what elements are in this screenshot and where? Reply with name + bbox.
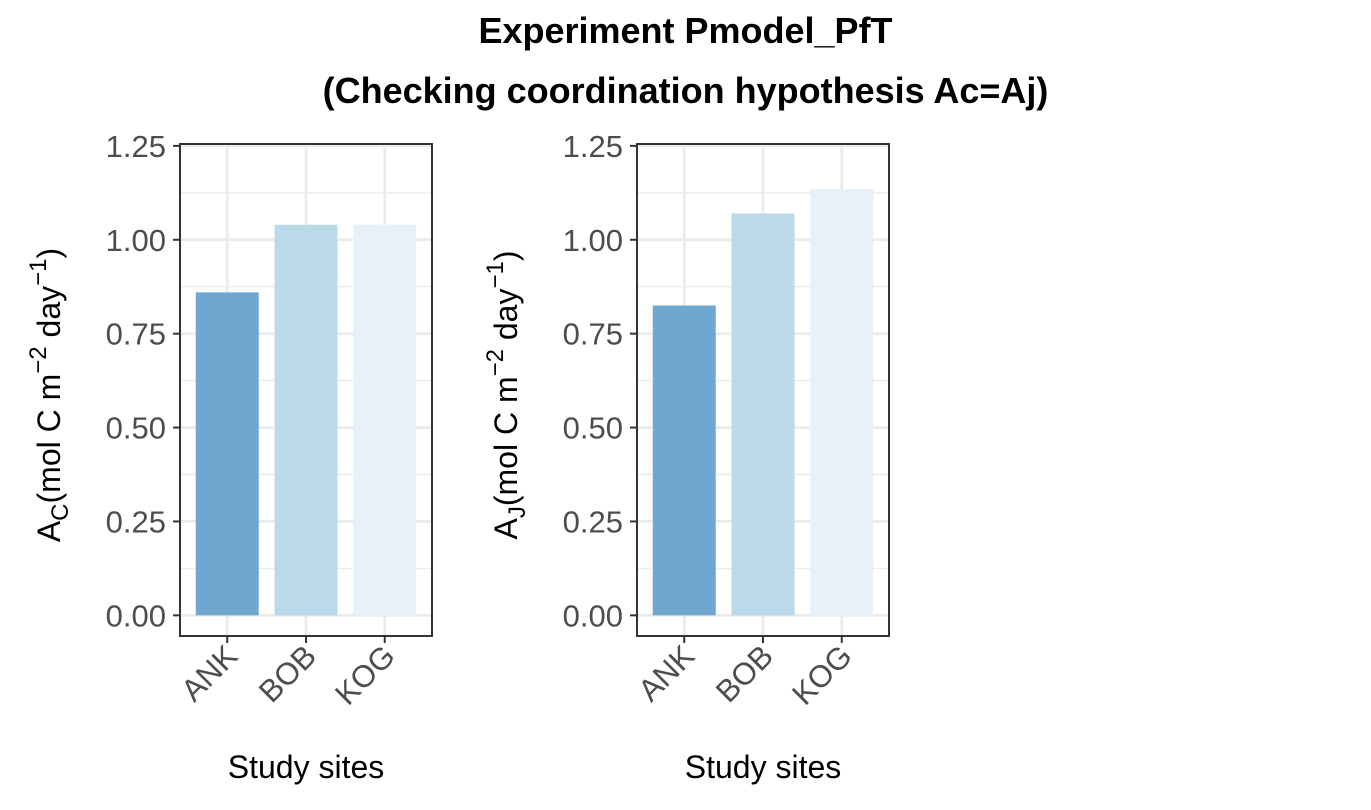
- y-title-main: A: [31, 520, 67, 542]
- y-axis-title: AJ(mol C m−2 day−1): [482, 251, 531, 540]
- y-tick-label: 1.25: [563, 129, 623, 164]
- y-title-subscript: J: [504, 506, 531, 518]
- y-tick-label: 1.00: [106, 223, 166, 258]
- y-tick-label: 1.25: [106, 129, 166, 164]
- y-title-exponent: −1: [482, 261, 509, 288]
- y-tick-label: 0.00: [563, 598, 623, 633]
- y-title-subscript: C: [47, 503, 74, 520]
- chart-title: Experiment Pmodel_PfT: [478, 10, 893, 51]
- y-title-exponent: −2: [482, 349, 509, 376]
- y-title-exponent: −1: [25, 258, 52, 285]
- bar-ank: [652, 305, 716, 616]
- bar-bob: [274, 224, 338, 616]
- y-tick-label: 0.50: [106, 411, 166, 446]
- y-tick-label: 0.00: [106, 598, 166, 633]
- x-tick-label: ANK: [174, 638, 244, 708]
- y-tick-label: 0.75: [106, 317, 166, 352]
- y-title-unit-day: day: [31, 286, 67, 346]
- y-title-exponent: −2: [25, 346, 52, 373]
- y-title-unit: (mol C m: [488, 376, 524, 506]
- y-tick-label: 1.00: [563, 223, 623, 258]
- bar-kog: [810, 189, 874, 616]
- y-tick-label: 0.25: [106, 504, 166, 539]
- chart-subtitle: (Checking coordination hypothesis Ac=Aj): [322, 70, 1049, 111]
- x-tick-label: BOB: [709, 638, 780, 709]
- x-tick-label: KOG: [328, 638, 401, 711]
- y-title-unit: (mol C m: [31, 374, 67, 504]
- y-tick-label: 0.25: [563, 504, 623, 539]
- x-axis-title: Study sites: [228, 749, 385, 785]
- y-title-close: ): [31, 248, 67, 259]
- y-tick-label: 0.50: [563, 411, 623, 446]
- y-title-main: A: [488, 518, 524, 540]
- x-tick-label: BOB: [252, 638, 323, 709]
- y-title-unit-day: day: [488, 289, 524, 349]
- bar-bob: [731, 213, 795, 616]
- x-tick-label: KOG: [785, 638, 858, 711]
- bar-ank: [195, 292, 259, 616]
- y-tick-label: 0.75: [563, 317, 623, 352]
- y-axis-title: AC(mol C m−2 day−1): [25, 248, 74, 542]
- bar-kog: [353, 224, 417, 616]
- x-axis-title: Study sites: [685, 749, 842, 785]
- y-title-close: ): [488, 251, 524, 262]
- x-tick-label: ANK: [631, 638, 701, 708]
